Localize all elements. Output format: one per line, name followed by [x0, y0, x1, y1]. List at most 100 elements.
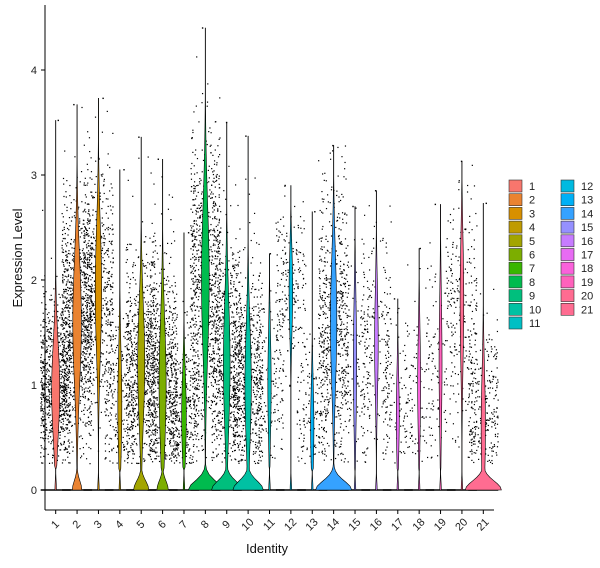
- data-point: [105, 363, 108, 365]
- data-point: [170, 368, 173, 370]
- data-point: [153, 266, 156, 268]
- data-point: [104, 314, 106, 316]
- data-point: [44, 358, 46, 361]
- data-point: [71, 424, 74, 427]
- data-point: [110, 364, 112, 366]
- data-point: [197, 343, 199, 345]
- data-point: [48, 364, 51, 366]
- data-point: [195, 220, 197, 222]
- data-point: [50, 299, 52, 301]
- data-point: [144, 421, 146, 423]
- data-point: [172, 445, 174, 447]
- data-point: [150, 441, 153, 443]
- data-point: [203, 429, 205, 431]
- data-point: [169, 396, 171, 398]
- data-point: [170, 431, 172, 433]
- data-point: [65, 288, 67, 291]
- data-point: [211, 259, 213, 261]
- data-point: [193, 427, 195, 429]
- data-point: [49, 353, 51, 355]
- data-point: [128, 320, 130, 322]
- data-point: [82, 211, 84, 213]
- data-point: [179, 462, 181, 464]
- data-point: [195, 387, 197, 389]
- data-point: [148, 454, 150, 456]
- data-point: [89, 344, 91, 346]
- data-point: [43, 438, 45, 440]
- data-point: [152, 365, 154, 367]
- data-point: [197, 256, 200, 258]
- data-point: [173, 434, 176, 436]
- data-point: [214, 330, 216, 332]
- data-point: [69, 330, 71, 332]
- data-point: [42, 361, 44, 363]
- data-point: [81, 351, 84, 353]
- data-point: [185, 452, 188, 454]
- data-point: [73, 103, 75, 106]
- data-point: [196, 435, 198, 437]
- data-point: [48, 391, 50, 393]
- data-point: [102, 364, 104, 366]
- data-point: [194, 154, 196, 156]
- data-point: [68, 281, 70, 283]
- data-point: [79, 252, 81, 254]
- data-point: [67, 310, 70, 312]
- data-point: [64, 371, 66, 374]
- data-point: [68, 369, 70, 371]
- data-point: [107, 250, 109, 252]
- data-point: [112, 132, 114, 134]
- data-point: [107, 335, 109, 337]
- data-point: [125, 395, 127, 397]
- data-point: [155, 371, 158, 373]
- data-point: [74, 217, 76, 219]
- data-point: [189, 457, 191, 459]
- data-point: [126, 393, 128, 395]
- data-point: [168, 382, 170, 384]
- data-point: [192, 151, 194, 153]
- data-point: [191, 137, 193, 140]
- data-point: [64, 407, 67, 409]
- data-point: [167, 375, 169, 377]
- data-point: [115, 434, 117, 436]
- data-point: [41, 382, 43, 384]
- data-point: [86, 305, 88, 307]
- data-point: [90, 333, 92, 335]
- data-point: [61, 354, 63, 356]
- data-point: [46, 363, 48, 365]
- data-point: [151, 290, 153, 292]
- data-point: [212, 315, 214, 318]
- data-point: [155, 416, 157, 419]
- data-point: [155, 305, 157, 308]
- data-point: [148, 383, 150, 385]
- data-point: [109, 386, 111, 388]
- data-point: [60, 378, 62, 380]
- data-point: [105, 316, 108, 318]
- data-point: [201, 214, 203, 216]
- data-point: [129, 283, 131, 285]
- data-point: [147, 372, 149, 374]
- data-point: [168, 323, 171, 326]
- data-point: [116, 462, 118, 464]
- data-point: [50, 332, 52, 334]
- data-point: [195, 333, 197, 335]
- data-point: [106, 250, 108, 252]
- data-point: [114, 388, 116, 391]
- data-point: [92, 341, 94, 343]
- data-point: [90, 267, 92, 269]
- data-point: [197, 355, 199, 358]
- data-point: [210, 132, 212, 134]
- data-point: [83, 258, 85, 260]
- data-point: [108, 362, 110, 364]
- data-point: [106, 227, 108, 229]
- data-point: [178, 420, 180, 422]
- data-point: [198, 371, 200, 373]
- data-point: [42, 437, 44, 439]
- data-point: [136, 389, 138, 391]
- data-point: [197, 433, 199, 435]
- data-point: [187, 400, 189, 402]
- data-point: [108, 272, 110, 275]
- data-point: [128, 367, 130, 369]
- data-point: [152, 421, 154, 423]
- data-point: [60, 421, 62, 424]
- data-point: [168, 194, 170, 196]
